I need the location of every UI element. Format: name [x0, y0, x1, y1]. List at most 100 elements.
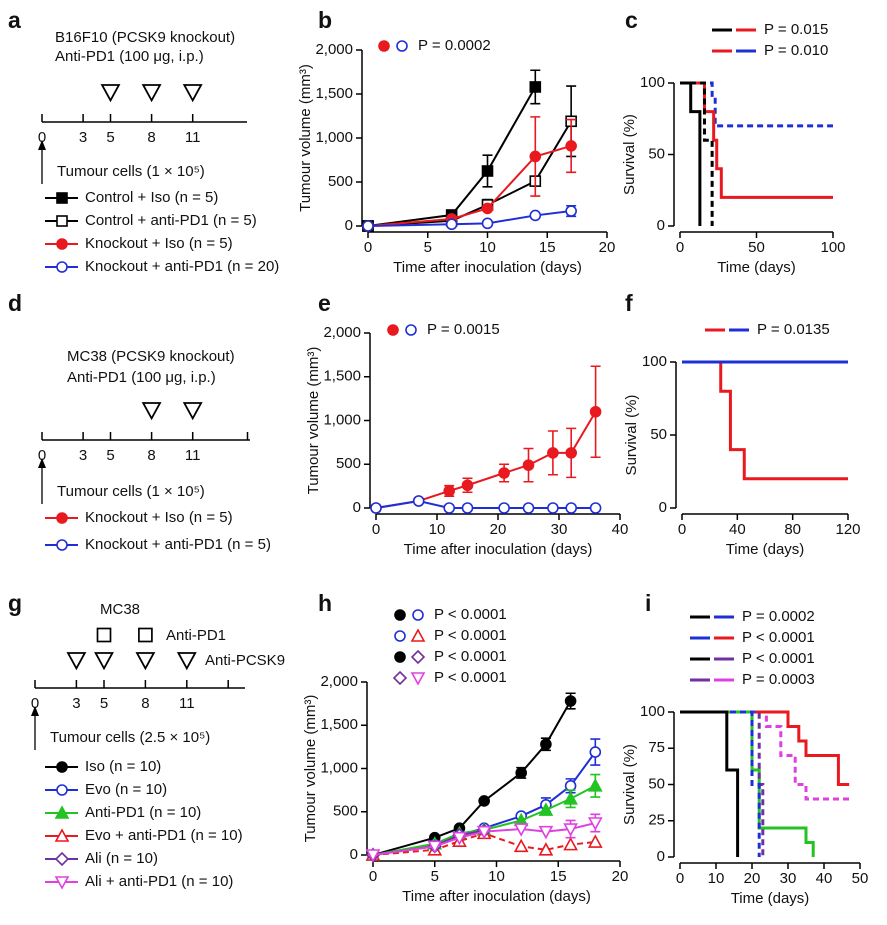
- data-point: [538, 802, 554, 816]
- y-tick-label: 500: [328, 173, 353, 190]
- data-point: [498, 502, 510, 514]
- data-point: [540, 738, 552, 751]
- comparison-key: [394, 651, 406, 663]
- timeline-tick-label: 5: [106, 129, 114, 146]
- y-axis-title: Tumour volume (mm³): [305, 347, 322, 495]
- legend-label: Evo (n = 10): [85, 781, 167, 798]
- comparison-label: P = 0.0002: [742, 608, 815, 625]
- data-point: [513, 823, 529, 837]
- panel-letter: g: [8, 590, 22, 616]
- data-point: [564, 695, 577, 707]
- y-tick-label: 1,000: [323, 411, 361, 428]
- data-point: [498, 467, 510, 479]
- x-tick-label: 20: [744, 870, 761, 887]
- x-tick-label: 0: [676, 870, 684, 887]
- x-tick-label: 0: [369, 868, 377, 885]
- legend-label: Ali (n = 10): [85, 850, 158, 867]
- comparison-key: [387, 324, 399, 336]
- series-line: [680, 81, 833, 199]
- y-tick-label: 0: [350, 846, 358, 863]
- panel-letter: f: [625, 290, 633, 316]
- injection-marker: [94, 652, 114, 671]
- legend-marker: [54, 876, 70, 890]
- comparison-label: P = 0.0002: [418, 37, 491, 54]
- y-tick-label: 1,500: [315, 85, 353, 102]
- data-point: [481, 217, 494, 230]
- y-tick-label: 50: [648, 775, 665, 792]
- y-tick-label: 2,000: [323, 324, 361, 341]
- injection-marker: [135, 652, 156, 671]
- comparison-key: [410, 672, 426, 686]
- timeline-tick-label: 5: [106, 447, 114, 464]
- data-point: [427, 840, 443, 855]
- comparison-key: [410, 628, 426, 642]
- injection-marker: [176, 652, 197, 671]
- legend-marker: [56, 512, 68, 524]
- y-axis-title: Survival (%): [621, 744, 638, 825]
- series-line: [680, 710, 761, 857]
- x-tick-label: 10: [479, 239, 496, 256]
- data-point: [563, 823, 578, 837]
- y-tick-label: 0: [353, 499, 361, 516]
- legend-label: Anti-PD1 (n = 10): [85, 804, 201, 821]
- data-point: [452, 831, 467, 846]
- x-tick-label: 10: [708, 870, 725, 887]
- data-point: [529, 81, 542, 93]
- x-tick-label: 15: [550, 868, 567, 885]
- x-axis-title: Time (days): [726, 541, 805, 558]
- series-line: [375, 411, 597, 509]
- data-point: [522, 502, 535, 514]
- x-axis-title: Time after inoculation (days): [402, 888, 591, 905]
- x-tick-label: 80: [784, 521, 801, 538]
- y-axis-title: Tumour volume (mm³): [297, 64, 314, 212]
- data-point: [565, 140, 577, 152]
- data-point: [587, 778, 603, 792]
- panel-letter: i: [645, 590, 651, 616]
- y-tick-label: 500: [336, 455, 361, 472]
- comparison-key: [394, 609, 406, 621]
- legend-marker: [56, 215, 68, 227]
- data-point: [587, 817, 603, 831]
- x-axis-title: Time (days): [731, 890, 810, 907]
- data-point: [362, 220, 374, 232]
- comparison-label: P < 0.0001: [742, 629, 815, 646]
- series-line: [682, 360, 848, 481]
- legend-label: Evo + anti-PD1 (n = 10): [85, 827, 243, 844]
- comparison-label: P = 0.015: [764, 21, 828, 38]
- y-tick-label: 0: [345, 217, 353, 234]
- y-tick-label: 0: [657, 217, 665, 234]
- x-tick-label: 100: [820, 239, 845, 256]
- panel-letter: h: [318, 590, 332, 616]
- legend-marker: [54, 851, 70, 867]
- comparison-key: [378, 40, 390, 52]
- legend-marker: [56, 261, 68, 273]
- y-tick-label: 0: [659, 499, 667, 516]
- data-point: [513, 838, 529, 853]
- y-axis-title: Tumour volume (mm³): [302, 695, 319, 843]
- data-point: [412, 495, 425, 507]
- series-line: [367, 86, 537, 227]
- x-tick-label: 50: [748, 239, 765, 256]
- series-line: [375, 499, 596, 509]
- timeline-tick-label: 8: [147, 447, 155, 464]
- arrow-head: [38, 140, 46, 150]
- timeline-tick-label: 3: [79, 447, 87, 464]
- timeline-tick-label: 11: [185, 447, 201, 464]
- x-tick-label: 30: [780, 870, 797, 887]
- timeline-tick-label: 8: [147, 129, 155, 146]
- legend-label: Ali + anti-PD1 (n = 10): [85, 873, 233, 890]
- comparison-label: P = 0.0015: [427, 321, 500, 338]
- legend-marker: [56, 761, 68, 773]
- legend-marker: [56, 539, 68, 551]
- legend-label: Control + Iso (n = 5): [85, 189, 218, 206]
- series-line: [367, 120, 573, 227]
- comparison-label: P < 0.0001: [742, 650, 815, 667]
- timeline-tick-label: 8: [141, 695, 149, 712]
- data-point: [443, 485, 456, 497]
- data-point: [476, 825, 492, 840]
- data-point: [587, 834, 603, 848]
- arrow-head: [38, 458, 46, 468]
- x-tick-label: 40: [729, 521, 746, 538]
- schematic-title: MC38 (PCSK9 knockout): [67, 348, 235, 365]
- y-tick-label: 25: [648, 812, 665, 829]
